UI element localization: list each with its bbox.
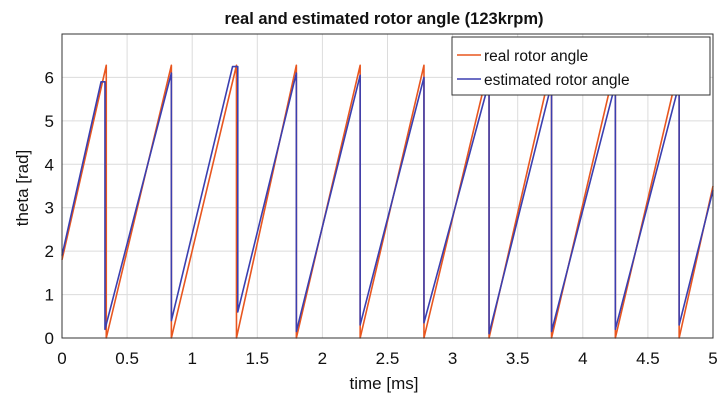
x-tick-label: 2 (318, 349, 327, 368)
x-tick-label: 4.5 (636, 349, 660, 368)
x-axis-label: time [ms] (350, 374, 419, 393)
chart-title: real and estimated rotor angle (123krpm) (224, 10, 543, 28)
legend-label-real: real rotor angle (484, 48, 588, 65)
x-tick-label: 2.5 (376, 349, 400, 368)
x-tick-label: 3.5 (506, 349, 530, 368)
y-tick-label: 3 (45, 199, 54, 218)
y-tick-label: 2 (45, 242, 54, 261)
y-axis-label: theta [rad] (13, 150, 32, 227)
y-tick-label: 5 (45, 112, 54, 131)
plot-border (61, 33, 714, 339)
x-tick-label: 1.5 (245, 349, 269, 368)
x-tick-label: 0.5 (115, 349, 139, 368)
y-tick-label: 6 (45, 68, 54, 87)
x-tick-label: 1 (187, 349, 196, 368)
y-tick-label: 0 (45, 329, 54, 348)
y-tick-label: 1 (45, 286, 54, 305)
series-layer (61, 64, 714, 339)
legend: real rotor angle estimated rotor angle (451, 36, 711, 96)
y-tick-labels: 0 1 2 3 4 5 6 (45, 68, 54, 348)
x-tick-label: 4 (578, 349, 587, 368)
x-tick-label: 5 (708, 349, 717, 368)
legend-box (451, 36, 711, 96)
x-tick-label: 3 (448, 349, 457, 368)
y-tick-label: 4 (45, 155, 54, 174)
series-line-estimated-rotor-angle (61, 65, 714, 335)
legend-label-estimated: estimated rotor angle (484, 72, 630, 89)
x-tick-label: 0 (57, 349, 66, 368)
x-tick-labels: 0 0.5 1 1.5 2 2.5 3 3.5 4 4.5 5 (57, 349, 717, 368)
